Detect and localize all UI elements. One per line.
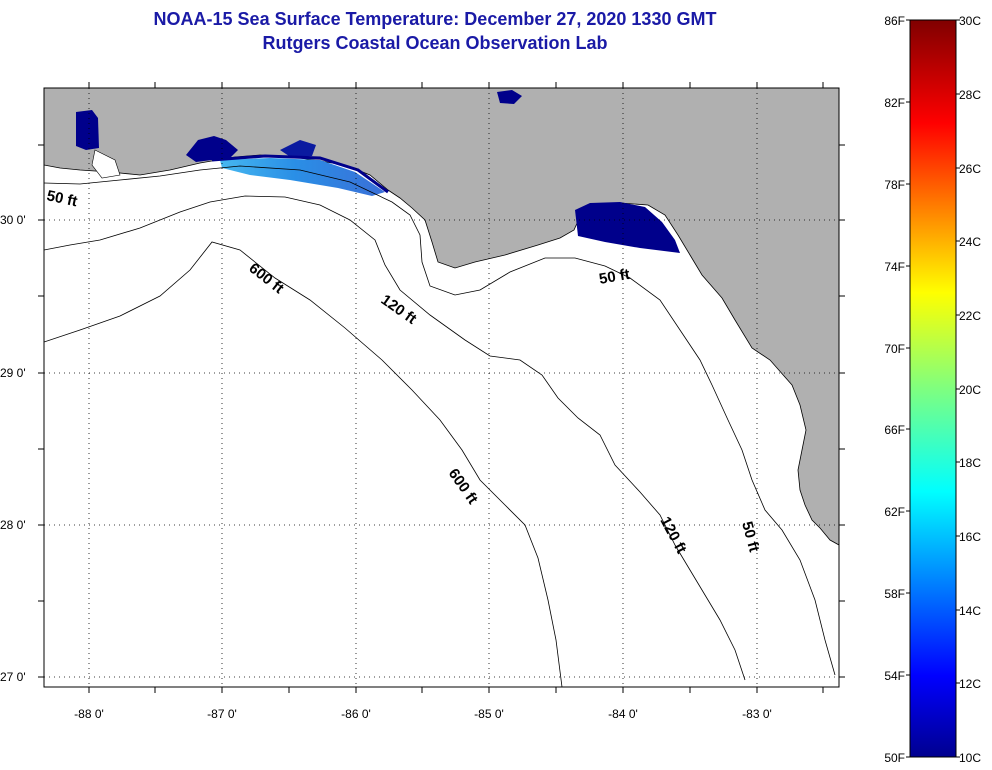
contour-label-50ft-west: 50 ft	[45, 187, 79, 210]
colorbar-label-c: 12C	[959, 677, 981, 691]
lat-label-28: 28 0'	[0, 518, 26, 532]
colorbar-label-f: 70F	[884, 342, 905, 356]
colorbar-label-c: 30C	[959, 14, 981, 28]
colorbar-label-f: 86F	[884, 14, 905, 28]
colorbar-label-f: 78F	[884, 178, 905, 192]
lat-label-29: 29 0'	[0, 366, 26, 380]
colorbar-label-c: 22C	[959, 309, 981, 323]
sst-pensacola-bays	[186, 136, 238, 162]
colorbar-label-c: 10C	[959, 751, 981, 765]
lon-label-87: -87 0'	[207, 707, 237, 721]
sst-apalachee-bay	[575, 202, 680, 253]
colorbar-label-c: 26C	[959, 162, 981, 176]
colorbar-gradient	[909, 19, 957, 758]
sst-mobile-bay	[76, 110, 99, 150]
colorbar-label-c: 24C	[959, 235, 981, 249]
contour-600ft	[44, 241, 563, 687]
lon-label-85: -85 0'	[474, 707, 504, 721]
lon-label-86: -86 0'	[341, 707, 371, 721]
axis-ticks	[38, 82, 845, 693]
lat-label-30: 30 0'	[0, 213, 26, 227]
colorbar: 86F 82F 78F 74F 70F 66F 62F 58F 54F 50F …	[884, 14, 981, 765]
contour-label-50ft-east: 50 ft	[598, 266, 631, 288]
colorbar-label-c: 14C	[959, 604, 981, 618]
colorbar-label-f: 50F	[884, 751, 905, 765]
sst-lake	[497, 90, 522, 104]
colorbar-label-f: 58F	[884, 587, 905, 601]
map-title: NOAA-15 Sea Surface Temperature: Decembe…	[153, 9, 717, 29]
contour-50ft	[44, 165, 836, 676]
colorbar-label-f: 74F	[884, 260, 905, 274]
sst-choctaw-bay	[280, 140, 316, 158]
lat-label-27: 27 0'	[0, 670, 26, 684]
colorbar-label-c: 20C	[959, 383, 981, 397]
land-detail	[91, 149, 121, 179]
sst-coastal-edge	[211, 154, 389, 194]
colorbar-label-f: 62F	[884, 505, 905, 519]
lon-label-83: -83 0'	[742, 707, 772, 721]
lon-label-88: -88 0'	[74, 707, 104, 721]
map-subtitle: Rutgers Coastal Ocean Observation Lab	[262, 33, 608, 53]
colorbar-label-f: 66F	[884, 423, 905, 437]
colorbar-label-c: 16C	[959, 530, 981, 544]
lon-label-84: -84 0'	[608, 707, 638, 721]
colorbar-label-c: 28C	[959, 88, 981, 102]
colorbar-label-f: 54F	[884, 669, 905, 683]
map-frame	[43, 87, 840, 688]
colorbar-label-c: 18C	[959, 456, 981, 470]
colorbar-label-f: 82F	[884, 96, 905, 110]
contour-120ft	[44, 195, 746, 681]
